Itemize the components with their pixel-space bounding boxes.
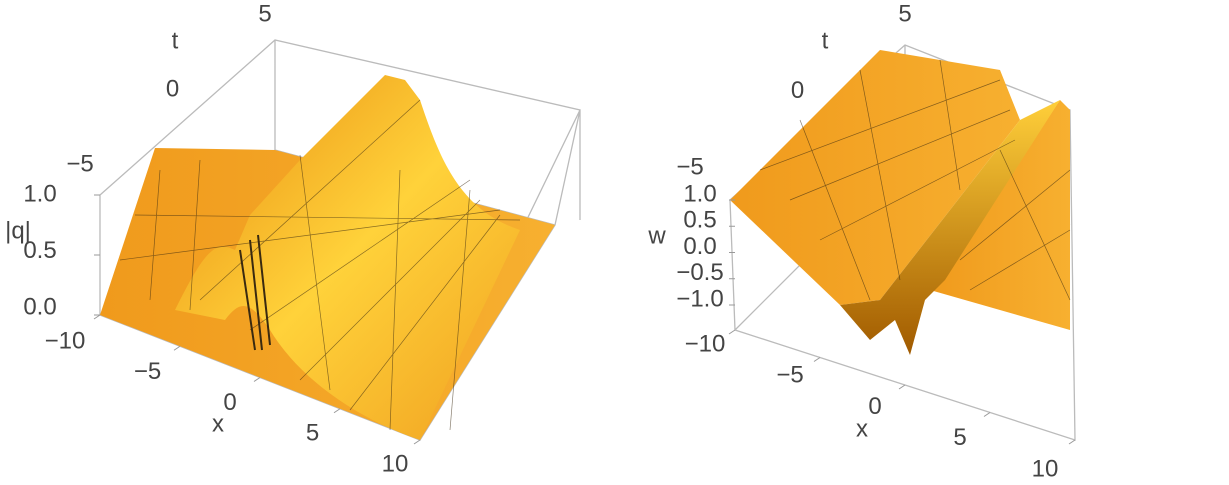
- x-tick-label: 10: [382, 450, 409, 477]
- z-tick-label: −1.0: [676, 285, 723, 312]
- panel-left: x t |q| −10 −5 0 5 10 −5 0 5 0.0 0.5 1.0: [5, 0, 581, 477]
- x-tick-mark: [983, 412, 991, 417]
- panel-right: x t w −10 −5 0 5 10 −5 0 5 −1.0−0.50.00.51.0: [647, 0, 1076, 482]
- z-axis-label: w: [647, 222, 666, 249]
- x-tick-mark: [898, 384, 906, 390]
- surface-spikes: [239, 234, 271, 351]
- y-tick-label: 5: [258, 0, 271, 27]
- y-tick-label: 0: [166, 75, 179, 102]
- z-tick-label: 1.0: [23, 180, 56, 207]
- x-tick-label: −10: [45, 327, 86, 354]
- surface-trench: [840, 100, 1060, 355]
- y-tick-label: 0: [791, 77, 804, 104]
- x-tick-mark: [413, 439, 421, 445]
- x-tick-label: 5: [953, 424, 966, 451]
- z-tick-label: −0.5: [676, 259, 723, 286]
- surface-ridge: [175, 75, 520, 440]
- x-tick-mark: [1068, 439, 1076, 445]
- x-tick-label: 0: [868, 393, 881, 420]
- x-tick-label: −5: [776, 362, 803, 389]
- x-tick-mark: [333, 408, 341, 414]
- x-tick-mark: [93, 314, 101, 320]
- surface-plane-back: [730, 50, 1020, 305]
- surface-mesh: [759, 59, 1071, 301]
- y-tick-label: −5: [66, 150, 93, 177]
- x-tick-label: −5: [134, 358, 161, 385]
- x-tick-label: 5: [306, 420, 319, 447]
- x-tick-mark: [728, 329, 736, 335]
- x-axis-label: x: [856, 415, 868, 442]
- z-axis-label: |q|: [5, 217, 31, 244]
- x-tick-label: −10: [685, 330, 726, 357]
- y-tick-label: −5: [676, 153, 703, 180]
- surface-mesh: [119, 99, 521, 431]
- z-tick-label: 0.5: [683, 207, 716, 234]
- x-axis-label: x: [212, 410, 224, 437]
- y-axis-label: t: [822, 27, 829, 54]
- x-tick-mark: [173, 345, 181, 351]
- z-tick-label: 0.5: [23, 237, 56, 264]
- x-tick-label: 10: [1032, 455, 1059, 482]
- x-tick-mark: [253, 377, 261, 382]
- z-tick-label: 1.0: [683, 180, 716, 207]
- x-tick-mark: [813, 357, 821, 362]
- z-tick-label: 0.0: [683, 233, 716, 260]
- y-tick-label: 5: [898, 0, 911, 27]
- z-tick-label: 0.0: [23, 293, 56, 320]
- x-tick-label: 0: [223, 389, 236, 416]
- surface-plane-front: [930, 100, 1070, 330]
- y-axis-label: t: [172, 27, 179, 54]
